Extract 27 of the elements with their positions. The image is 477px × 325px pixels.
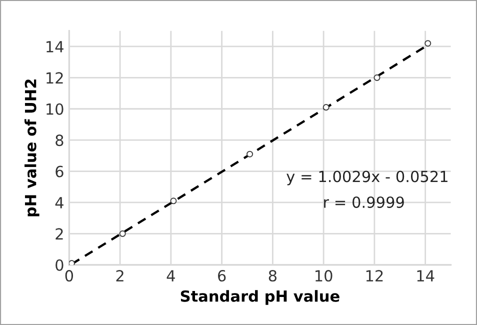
y-tick-label: 14 [46,41,64,52]
x-tick-label: 8 [268,270,276,282]
x-tick-label: 4 [166,270,175,282]
x-tick-label: 6 [218,270,226,282]
y-tick-label: 8 [56,134,64,146]
annotation: y = 1.0029x - 0.0521 [286,170,448,186]
x-tick-label: 10 [316,270,332,282]
y-tick-label: 2 [56,228,63,240]
x-tick-label: 2 [116,270,124,282]
annotation: r = 0.9999 [324,196,404,208]
y-tick-label: 4 [55,197,64,208]
point [374,74,380,81]
point [119,230,126,237]
y-axis-title: pH value of UH2 [24,80,40,216]
y-tick-label: 0 [56,259,64,271]
x-axis-title: Standard pH value [180,290,340,305]
x-tick-label: 14 [417,270,434,282]
point [322,104,330,111]
y-tick-label: 10 [46,103,64,115]
point [246,150,254,158]
y-tick-label: 6 [56,166,64,178]
point [69,260,75,265]
point [424,40,432,47]
x-tick-label: 0 [65,270,74,282]
x-tick-label: 12 [366,270,383,282]
y-tick-label: 12 [46,72,63,84]
point [170,198,177,204]
